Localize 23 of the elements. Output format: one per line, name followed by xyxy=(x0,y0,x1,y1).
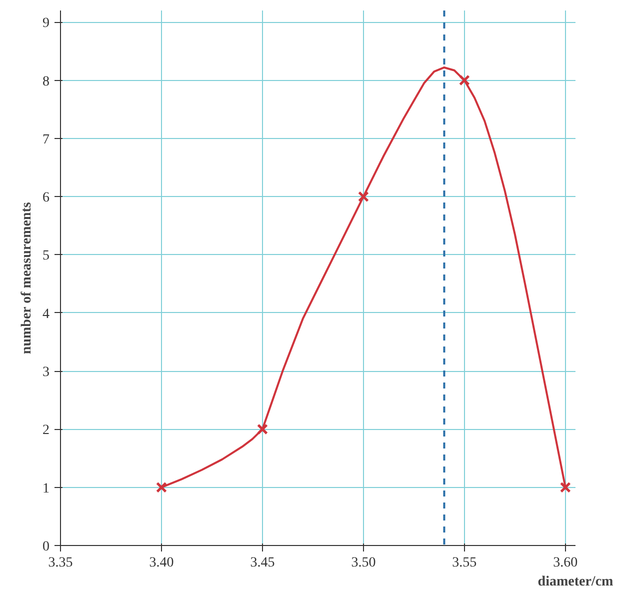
point xyxy=(156,482,167,493)
y-tick-label: 4 xyxy=(42,306,50,322)
y-axis-title: number of measurements xyxy=(20,202,34,354)
x-tick-label: 3.55 xyxy=(452,556,477,570)
x-axis-title: diameter/cm xyxy=(538,574,614,590)
y-tick-label: 9 xyxy=(42,16,50,32)
y-tick-label: 6 xyxy=(42,190,50,206)
x-tick-label: 3.40 xyxy=(149,556,174,570)
y-tick-label: 2 xyxy=(42,423,50,438)
y-tick-label: 3 xyxy=(42,365,50,380)
x-tick-label: 3.60 xyxy=(553,556,578,570)
point xyxy=(560,482,571,493)
x-tick-label: 3.45 xyxy=(250,556,275,570)
point xyxy=(256,424,268,435)
point xyxy=(458,74,470,86)
y-tick-label: 5 xyxy=(42,248,50,264)
y-tick-label: 8 xyxy=(42,74,50,90)
y-tick-label: 0 xyxy=(42,540,50,554)
point xyxy=(358,191,369,202)
y-tick-label: 7 xyxy=(42,132,50,148)
x-tick-label: 3.35 xyxy=(48,556,73,570)
y-tick-label: 1 xyxy=(42,481,50,496)
x-tick-label: 3.50 xyxy=(351,556,376,570)
